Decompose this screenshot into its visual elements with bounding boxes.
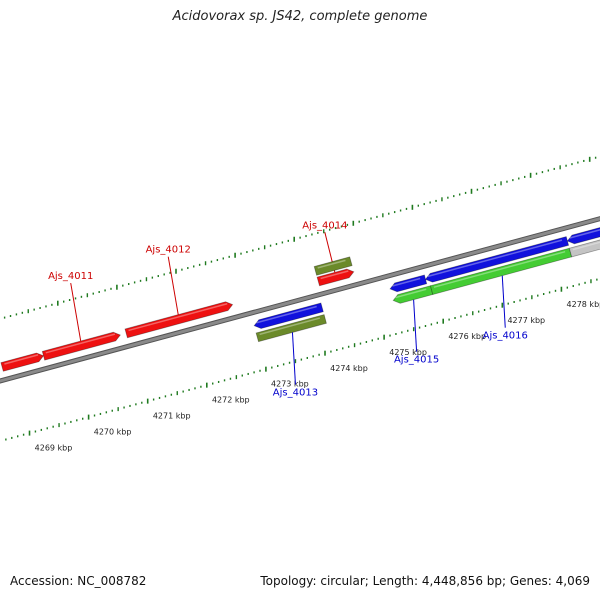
feature-highlight [320,270,349,280]
backbone-line [0,217,600,383]
feature-highlight [392,277,421,287]
feature-shape [316,268,355,287]
feature-ajs_4014[interactable]: Ajs_4014 [302,220,355,287]
feature-ajs_4011[interactable]: Ajs_4011 [41,271,121,361]
tick-label: 4273 kbp [271,380,309,389]
feature-shape [124,301,234,339]
gene-label[interactable]: Ajs_4015 [394,355,439,366]
feature-highlight [317,259,346,269]
tick-label: 4269 kbp [35,444,73,453]
feature-shape [0,352,45,372]
upper-ruler [3,156,597,319]
feature-highlight [128,303,228,332]
topology-text: Topology: circular; Length: 4,448,856 bp… [260,574,590,588]
tick-label: 4274 kbp [330,364,368,373]
feature-highlight [433,250,566,288]
feature-blue-rev_cds[interactable] [253,302,324,329]
feature-shape [568,239,600,258]
feature-ajs_4015[interactable]: Ajs_4015 [392,285,439,366]
feature-shape [255,314,327,343]
label-leader [413,299,418,352]
feature-shape [566,227,600,245]
feature-shape [253,302,324,329]
tick-label: 4277 kbp [507,316,545,325]
tick-label: 4276 kbp [448,332,486,341]
feature-highlight [256,305,317,324]
feature-highlight [395,288,427,299]
label-leader [70,282,82,342]
label-leader [167,256,179,315]
gene-label[interactable]: Ajs_4014 [302,220,347,231]
feature-ajs_4012[interactable]: Ajs_4012 [124,245,234,339]
feature-ajs_4013[interactable]: Ajs_4013 [255,314,327,399]
feature-blue-rev_cds[interactable] [566,224,600,245]
feature-highlight [45,333,116,354]
gene-label[interactable]: Ajs_4011 [48,271,93,282]
lower-ruler [5,278,598,441]
feature-red-fwd_cds[interactable] [0,352,45,372]
feature-highlight [4,354,39,365]
feature-highlight [259,317,321,336]
tick-label: 4271 kbp [153,412,191,421]
gene-label[interactable]: Ajs_4016 [483,331,528,342]
feature-shape [313,256,353,276]
tick-label: 4278 kbp [567,300,600,309]
feature-highlight [572,241,600,251]
tick-label: 4270 kbp [94,428,132,437]
feature-olive-fwd_gene[interactable] [313,256,353,276]
feature-highlight [427,239,563,278]
gene-label[interactable]: Ajs_4013 [273,387,318,398]
feature-grey-rev_gene[interactable] [568,231,600,258]
feature-shape [41,331,121,361]
label-leader [501,275,506,328]
feature-highlight [569,229,600,239]
tick-label: 4275 kbp [389,348,427,357]
tick-label: 4272 kbp [212,396,250,405]
map-title: Acidovorax sp. JS42, complete genome [172,9,428,24]
gene-label[interactable]: Ajs_4012 [146,245,191,256]
label-leader [291,332,296,385]
feature-blue-rev_cds[interactable] [424,236,570,283]
feature-shape [424,236,570,283]
accession-text: Accession: NC_008782 [10,574,147,588]
